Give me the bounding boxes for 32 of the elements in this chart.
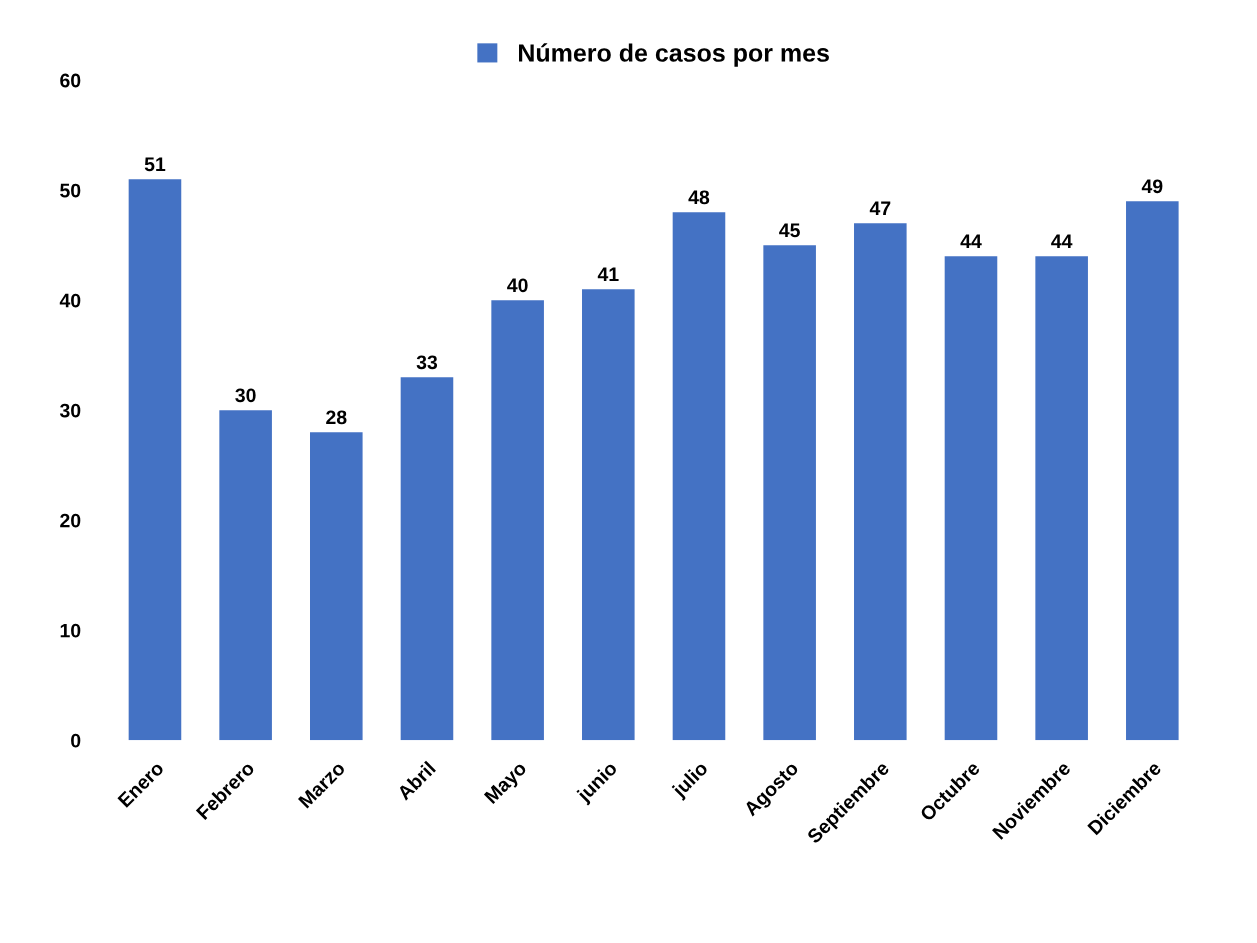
bar	[219, 410, 272, 741]
bar	[944, 256, 998, 741]
y-tick-label: 50	[60, 183, 81, 198]
bar	[128, 179, 182, 741]
data-label: 48	[688, 190, 710, 205]
bar	[582, 289, 635, 741]
data-label: 44	[1051, 234, 1073, 248]
y-tick-label: 40	[59, 293, 81, 308]
bar	[310, 432, 363, 741]
y-tick-label: 0	[71, 733, 81, 748]
data-label: 49	[1141, 179, 1163, 194]
y-tick-label: 10	[60, 623, 81, 638]
data-label: 33	[416, 355, 438, 370]
data-label: 28	[326, 410, 347, 425]
bar	[1126, 201, 1179, 741]
bar	[854, 223, 907, 741]
legend-label: Número de casos por mes	[519, 43, 829, 67]
data-label: 47	[869, 201, 891, 215]
data-label: 40	[507, 278, 528, 293]
bar	[1035, 256, 1088, 741]
data-label: 44	[960, 234, 982, 248]
y-tick-label: 60	[60, 73, 81, 88]
data-label: 51	[144, 157, 166, 172]
data-label: 41	[597, 267, 619, 281]
bar	[491, 300, 544, 741]
data-label: 30	[235, 388, 256, 403]
bar	[763, 245, 816, 741]
y-tick-label: 20	[60, 513, 81, 528]
y-tick-label: 30	[59, 403, 81, 418]
bar	[672, 212, 726, 741]
data-label: 45	[779, 223, 800, 238]
bar	[400, 377, 454, 741]
